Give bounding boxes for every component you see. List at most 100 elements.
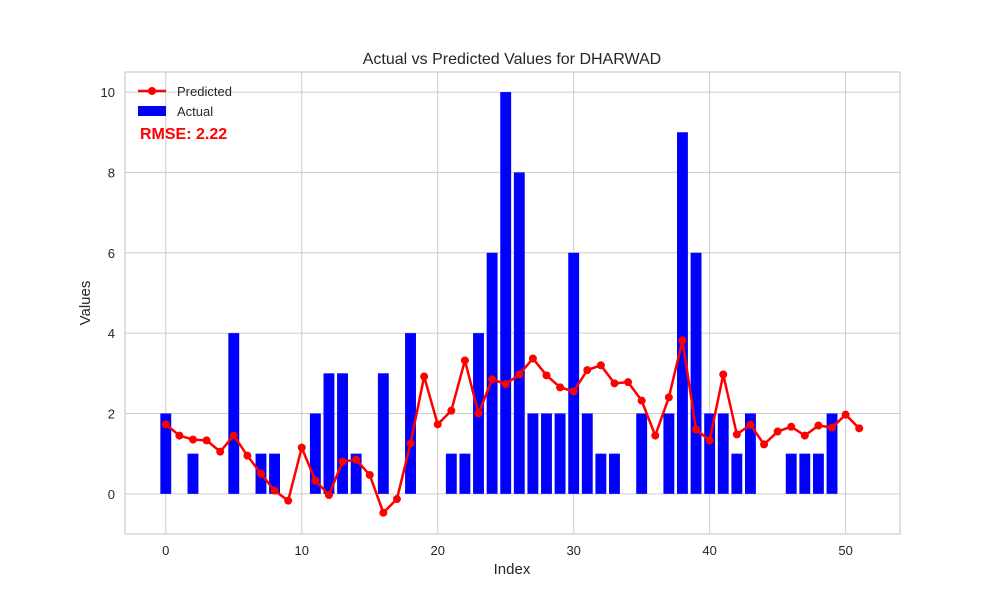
predicted-point xyxy=(569,387,578,396)
predicted-point xyxy=(297,443,306,452)
predicted-line xyxy=(161,336,864,517)
predicted-point xyxy=(365,470,374,479)
y-tick-label: 6 xyxy=(108,246,115,261)
predicted-point xyxy=(311,476,320,485)
actual-bar xyxy=(337,373,348,494)
predicted-point xyxy=(324,491,333,500)
predicted-point xyxy=(406,439,415,448)
rmse-annotation: RMSE: 2.22 xyxy=(140,126,227,143)
predicted-point xyxy=(610,379,619,388)
actual-bar xyxy=(636,413,648,494)
predicted-point xyxy=(787,422,796,431)
predicted-point xyxy=(705,436,714,445)
predicted-point xyxy=(814,421,823,430)
predicted-point xyxy=(433,420,442,429)
predicted-point xyxy=(270,486,279,495)
predicted-point xyxy=(175,431,184,440)
legend-actual-label: Actual xyxy=(177,104,213,119)
actual-bar xyxy=(785,453,797,494)
predicted-point xyxy=(379,508,388,517)
legend-predicted-marker-icon xyxy=(148,87,156,95)
x-tick-label: 50 xyxy=(838,543,852,558)
predicted-point xyxy=(542,371,551,380)
chart-title: Actual vs Predicted Values for DHARWAD xyxy=(363,51,661,68)
legend-actual-swatch-icon xyxy=(138,106,166,116)
actual-bar xyxy=(160,413,172,494)
predicted-point xyxy=(474,409,483,418)
actual-bar xyxy=(187,453,199,494)
predicted-point xyxy=(420,372,429,381)
predicted-point xyxy=(188,435,197,444)
predicted-point xyxy=(392,495,401,504)
x-tick-labels: 0 10 20 30 40 50 xyxy=(162,543,853,558)
predicted-point xyxy=(773,427,782,436)
predicted-point xyxy=(651,431,660,440)
predicted-point xyxy=(528,354,537,363)
predicted-point xyxy=(556,383,565,392)
predicted-point xyxy=(732,430,741,439)
actual-bar xyxy=(269,453,280,494)
predicted-point xyxy=(515,370,524,379)
actual-bar xyxy=(731,453,743,494)
predicted-point xyxy=(800,431,809,440)
actual-bar xyxy=(690,252,702,494)
actual-bar xyxy=(826,413,838,494)
grid-lines xyxy=(125,72,900,534)
predicted-point xyxy=(338,457,347,466)
predicted-point xyxy=(719,370,728,379)
plot-area xyxy=(125,72,900,534)
actual-bar xyxy=(663,413,675,494)
actual-bar xyxy=(581,413,593,494)
predicted-point xyxy=(284,496,293,505)
predicted-point xyxy=(583,366,592,375)
predicted-point xyxy=(352,455,361,464)
predicted-point xyxy=(216,447,225,456)
actual-bar xyxy=(677,132,688,494)
actual-bar xyxy=(323,373,335,494)
predicted-point xyxy=(243,451,252,460)
actual-bar xyxy=(500,92,512,494)
predicted-point xyxy=(855,424,864,433)
actual-bar xyxy=(799,453,811,494)
actual-bar xyxy=(377,373,389,494)
predicted-point xyxy=(841,410,850,419)
predicted-point xyxy=(624,378,633,387)
y-axis-label: Values xyxy=(77,281,94,326)
y-tick-label: 10 xyxy=(101,85,115,100)
actual-bar xyxy=(350,453,362,494)
predicted-point xyxy=(596,361,605,370)
predicted-point xyxy=(202,436,211,445)
actual-bar xyxy=(459,453,471,494)
predicted-point xyxy=(447,406,456,415)
x-tick-label: 10 xyxy=(295,543,309,558)
predicted-point xyxy=(501,380,510,389)
actual-bar xyxy=(527,413,539,494)
predicted-point xyxy=(488,375,497,384)
y-tick-label: 2 xyxy=(108,406,115,421)
y-tick-label: 0 xyxy=(108,487,115,502)
predicted-point xyxy=(637,396,646,405)
x-tick-label: 20 xyxy=(430,543,444,558)
actual-bar xyxy=(513,172,525,494)
actual-bar xyxy=(228,333,240,494)
legend: Predicted Actual xyxy=(138,84,232,119)
actual-bar xyxy=(717,413,729,494)
predicted-point xyxy=(678,336,687,345)
actual-bar xyxy=(595,453,607,494)
actual-bar xyxy=(405,333,416,494)
actual-bar xyxy=(309,413,321,494)
predicted-series-line xyxy=(164,339,861,514)
x-tick-label: 40 xyxy=(702,543,716,558)
actual-bar xyxy=(486,252,498,494)
predicted-point xyxy=(828,423,837,432)
actual-bar xyxy=(541,413,552,494)
actual-bar xyxy=(554,413,566,494)
plot-frame xyxy=(124,71,901,535)
x-axis-label: Index xyxy=(494,561,531,578)
actual-bar xyxy=(704,413,716,494)
legend-predicted-label: Predicted xyxy=(177,84,232,99)
y-tick-labels: 0 2 4 6 8 10 xyxy=(101,85,115,502)
predicted-point xyxy=(256,469,265,478)
actual-bar xyxy=(568,252,580,494)
